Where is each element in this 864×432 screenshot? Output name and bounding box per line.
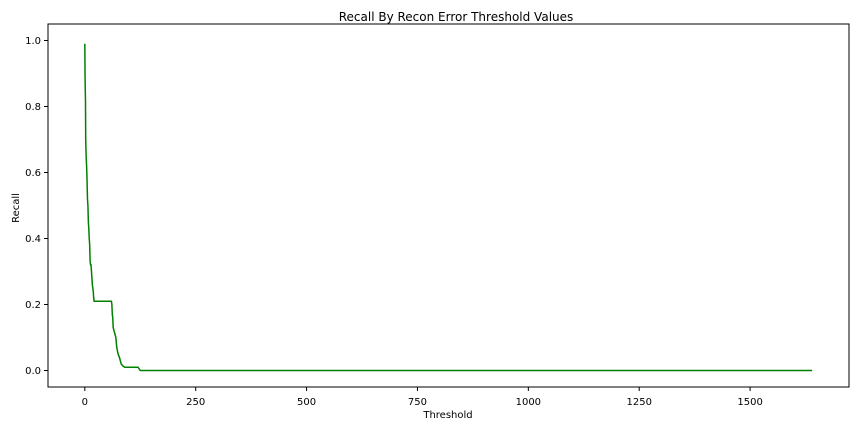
y-tick-label: 0.0 xyxy=(25,366,41,377)
y-tick-label: 0.8 xyxy=(25,102,41,113)
y-tick-label: 0.4 xyxy=(25,234,41,245)
x-tick-label: 0 xyxy=(82,397,88,408)
y-tick-label: 0.6 xyxy=(25,168,41,179)
y-tick-label: 1.0 xyxy=(25,36,41,47)
x-tick-label: 250 xyxy=(186,397,205,408)
series-line-0 xyxy=(84,43,813,372)
y-tick-label: 0.2 xyxy=(25,300,41,311)
chart-title: Recall By Recon Error Threshold Values xyxy=(339,10,574,24)
x-axis: 0 250 500 750 1000 1250 1500 xyxy=(82,387,763,408)
x-tick-label: 1500 xyxy=(737,397,762,408)
x-axis-label: Threshold xyxy=(422,410,472,421)
x-tick-label: 500 xyxy=(297,397,316,408)
plot-frame xyxy=(47,23,850,388)
x-tick-label: 750 xyxy=(408,397,427,408)
y-axis-label: Recall xyxy=(11,193,22,223)
x-tick-label: 1250 xyxy=(626,397,651,408)
y-axis: 0.0 0.2 0.4 0.6 0.8 1.0 xyxy=(25,36,48,377)
x-tick-label: 1000 xyxy=(516,397,541,408)
plot-area xyxy=(84,43,813,372)
